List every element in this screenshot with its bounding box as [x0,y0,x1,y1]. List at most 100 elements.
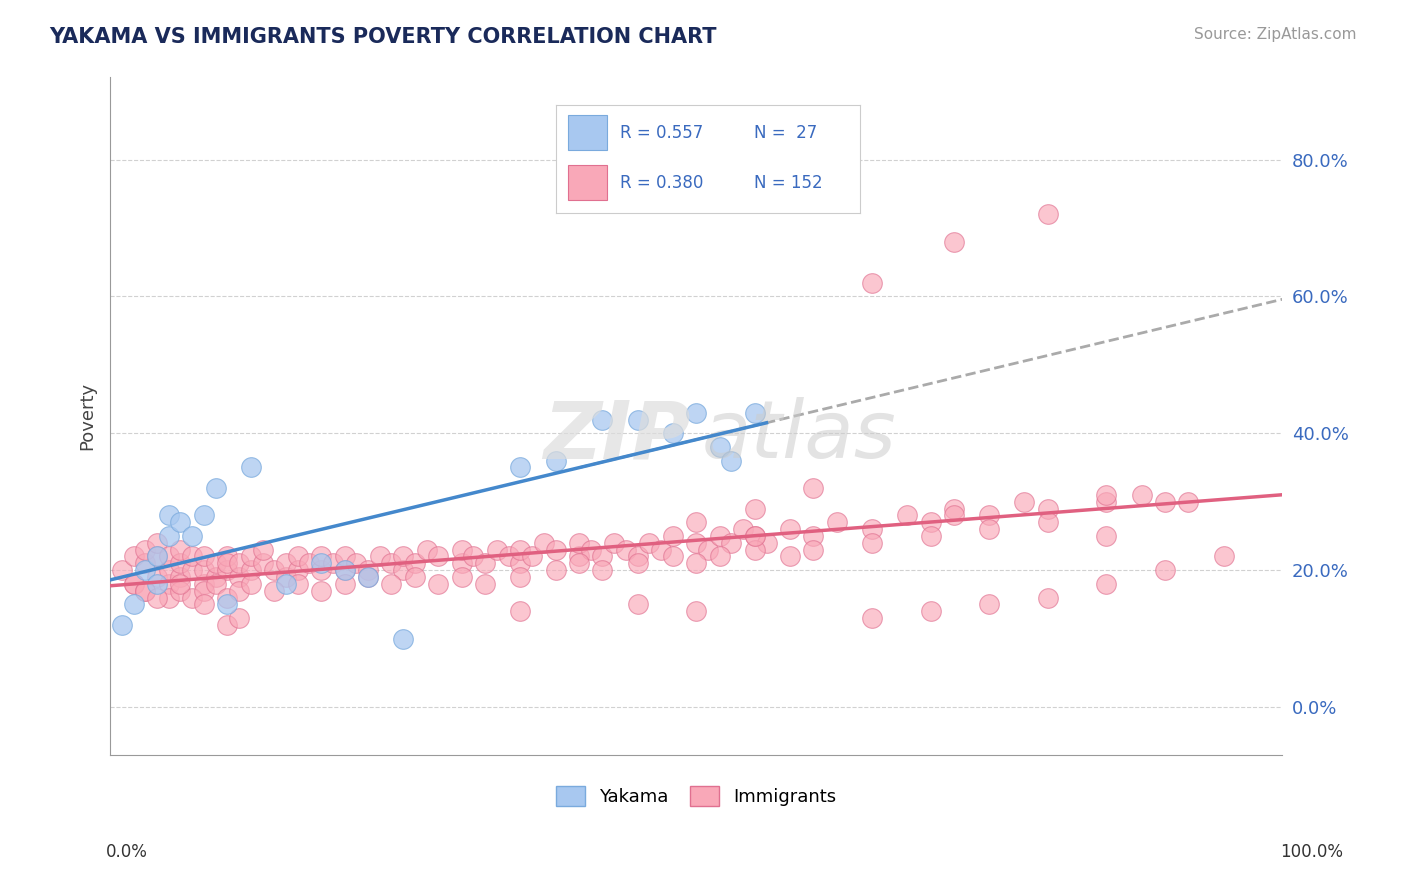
Point [263,583,285,598]
Point [134,542,156,557]
Point [803,529,825,543]
Point [591,549,613,564]
Point [217,556,239,570]
Point [217,618,239,632]
Point [1095,529,1118,543]
Point [685,556,707,570]
Point [1154,563,1177,577]
Point [169,570,191,584]
Point [239,563,262,577]
Point [122,598,145,612]
Point [1095,494,1118,508]
Point [404,556,426,570]
Point [146,591,169,605]
Point [544,453,567,467]
Point [157,563,180,577]
Point [309,549,332,564]
Point [333,563,356,577]
Point [474,577,496,591]
Point [450,556,472,570]
Point [217,591,239,605]
Point [309,583,332,598]
Point [193,508,215,523]
Point [427,549,450,564]
Point [568,556,591,570]
Point [744,501,766,516]
Point [333,549,356,564]
Point [287,549,309,564]
Point [650,542,672,557]
Point [357,563,380,577]
Point [744,406,766,420]
Point [146,570,169,584]
Point [825,515,848,529]
Point [1095,577,1118,591]
Point [1095,488,1118,502]
Point [860,276,883,290]
Point [204,577,226,591]
Point [803,542,825,557]
Point [217,549,239,564]
Point [920,529,942,543]
Point [392,632,415,646]
Point [274,556,297,570]
Point [709,549,731,564]
Point [509,570,531,584]
Point [568,535,591,549]
Point [661,426,683,441]
Point [134,583,156,598]
Point [544,542,567,557]
Point [709,440,731,454]
Point [626,549,648,564]
Text: atlas: atlas [702,398,897,475]
Point [860,535,883,549]
Point [533,535,555,549]
Point [122,577,145,591]
Point [661,549,683,564]
Point [779,549,801,564]
Point [498,549,520,564]
Point [181,529,204,543]
Point [614,542,637,557]
Point [415,542,437,557]
Point [509,556,531,570]
Point [474,556,496,570]
Point [157,508,180,523]
Point [1036,207,1059,221]
Point [228,570,250,584]
Legend: Yakama, Immigrants: Yakama, Immigrants [548,779,844,814]
Point [1177,494,1199,508]
Point [979,598,1001,612]
Point [263,563,285,577]
Point [344,556,367,570]
Point [169,583,191,598]
Point [685,535,707,549]
Point [1036,515,1059,529]
Point [134,556,156,570]
Point [111,563,134,577]
Point [309,563,332,577]
Point [626,556,648,570]
Point [661,529,683,543]
Point [228,611,250,625]
Point [146,577,169,591]
Point [696,542,718,557]
Point [122,549,145,564]
Point [239,577,262,591]
Point [720,453,742,467]
Point [427,577,450,591]
Point [134,563,156,577]
Point [685,515,707,529]
Point [979,508,1001,523]
Point [146,549,169,564]
Point [463,549,485,564]
Point [392,563,415,577]
Point [720,535,742,549]
Point [274,570,297,584]
Point [181,563,204,577]
Point [228,583,250,598]
Point [1212,549,1234,564]
Point [803,481,825,495]
Point [920,604,942,618]
Point [287,563,309,577]
